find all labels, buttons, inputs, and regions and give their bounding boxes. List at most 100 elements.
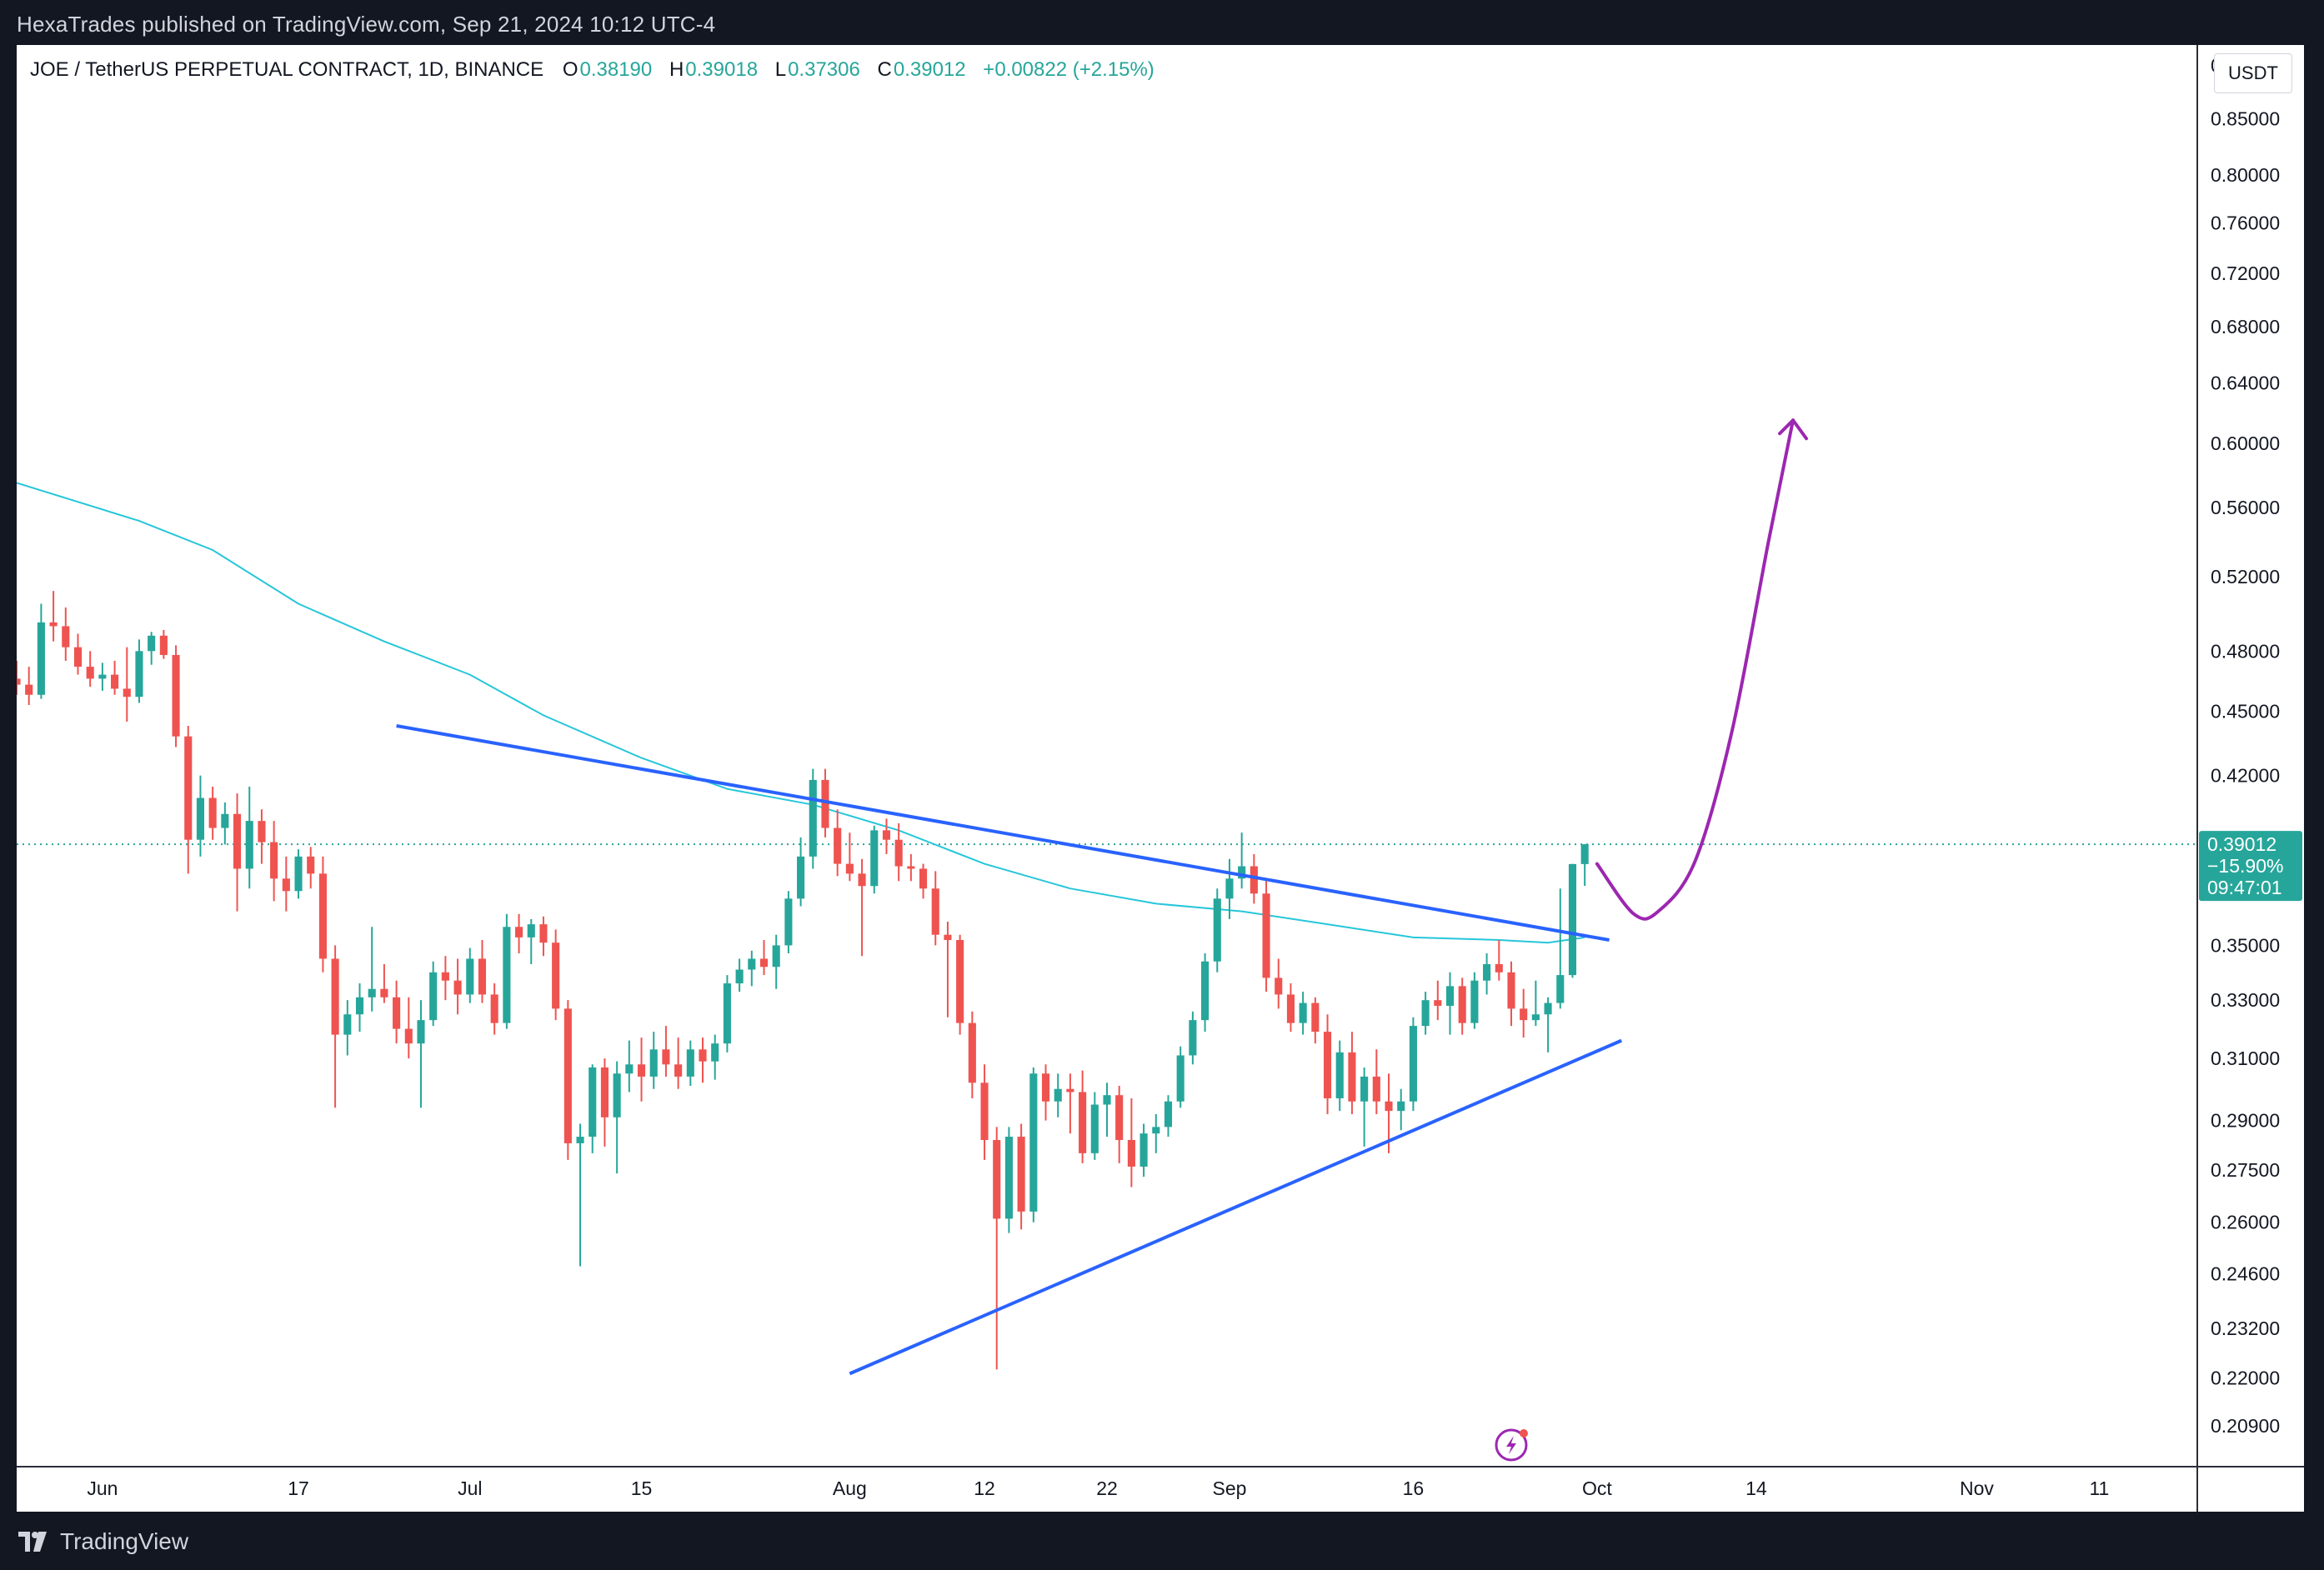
ohlc-legend: JOE / TetherUS PERPETUAL CONTRACT, 1D, B… — [30, 58, 1156, 82]
candle-up — [1483, 963, 1491, 981]
support-trendline — [849, 1038, 1623, 1376]
candle-down — [208, 798, 217, 828]
candle-up — [1409, 1026, 1417, 1102]
candle-up — [1029, 1073, 1038, 1212]
candle-down — [1385, 1101, 1393, 1112]
candle-down — [1495, 963, 1503, 972]
candle-down — [404, 1028, 413, 1044]
candle-up — [613, 1073, 621, 1118]
candle-down — [956, 940, 964, 1023]
candle-down — [258, 821, 266, 842]
price-tick-label: 0.31000 — [2211, 1048, 2280, 1069]
candle-down — [1520, 1008, 1528, 1021]
candle-down — [919, 868, 928, 889]
candle-up — [748, 958, 756, 970]
candle-up — [1421, 1000, 1430, 1027]
candle-up — [686, 1049, 694, 1077]
candle-down — [86, 667, 94, 679]
time-tick-label: 14 — [1746, 1478, 1767, 1499]
candle-down — [25, 684, 33, 695]
candle-down — [441, 972, 449, 981]
candle-up — [466, 958, 474, 995]
price-tick-label: 0.60000 — [2211, 432, 2280, 454]
tradingview-brand[interactable]: TradingView — [17, 1528, 188, 1555]
candle-up — [1225, 878, 1234, 899]
price-tick-label: 0.27500 — [2211, 1159, 2280, 1181]
price-tag-countdown: 09:47:01 — [2207, 877, 2282, 898]
projection-arrowhead — [1778, 418, 1809, 441]
candle-up — [649, 1049, 658, 1077]
candle-down — [552, 942, 560, 1009]
change-value: +0.00822 (+2.15%) — [983, 58, 1154, 81]
candle-down — [184, 736, 193, 840]
candle-down — [307, 856, 315, 874]
attribution-bar: HexaTrades published on TradingView.com,… — [0, 0, 2324, 45]
candle-down — [270, 842, 278, 879]
price-tick-label: 0.56000 — [2211, 497, 2280, 518]
candle-up — [1201, 961, 1210, 1021]
candle-up — [772, 945, 780, 968]
candle-down — [380, 988, 388, 998]
price-chart[interactable]: 0.900000.850000.800000.760000.720000.680… — [17, 45, 2304, 1512]
time-tick-label: Oct — [1582, 1478, 1612, 1499]
candle-up — [98, 674, 107, 679]
candle-down — [1115, 1095, 1124, 1140]
price-tag-price: 0.39012 — [2207, 833, 2276, 855]
open-label: O — [562, 58, 578, 81]
candle-down — [318, 873, 327, 959]
candle-down — [62, 626, 70, 648]
price-tick-label: 0.23200 — [2211, 1318, 2280, 1339]
candle-down — [907, 866, 915, 869]
price-tag-change: −15.90% — [2207, 855, 2283, 877]
candle-down — [393, 997, 401, 1029]
candle-up — [503, 927, 511, 1023]
candle-up — [196, 798, 205, 840]
currency-button[interactable]: USDT — [2214, 53, 2292, 93]
price-axis-background — [2197, 45, 2304, 1512]
candle-down — [49, 622, 58, 627]
candle-down — [1507, 972, 1515, 1009]
price-tag — [2199, 831, 2302, 902]
candle-up — [1580, 844, 1589, 864]
price-tick-label: 0.42000 — [2211, 765, 2280, 787]
price-tick-label: 0.24600 — [2211, 1263, 2280, 1285]
candle-down — [539, 924, 548, 943]
candle-up — [135, 651, 143, 698]
candle-up — [245, 821, 253, 869]
candle-down — [17, 678, 21, 685]
chart-area[interactable]: 0.900000.850000.800000.760000.720000.680… — [17, 45, 2304, 1512]
candle-up — [1445, 986, 1455, 1006]
time-tick-label: Aug — [833, 1478, 867, 1499]
candle-up — [1360, 1076, 1369, 1102]
candle-up — [1335, 1052, 1344, 1098]
candle-up — [723, 983, 731, 1044]
candle-down — [1372, 1076, 1380, 1102]
candle-down — [282, 878, 290, 892]
candle-up — [148, 635, 156, 652]
candle-up — [1299, 1002, 1307, 1023]
candle-up — [1103, 1095, 1111, 1105]
candle-down — [600, 1067, 609, 1118]
price-tick-label: 0.80000 — [2211, 164, 2280, 186]
notification-dot — [1519, 1429, 1528, 1438]
price-tick-label: 0.35000 — [2211, 934, 2280, 956]
candle-down — [331, 958, 339, 1035]
candle-up — [576, 1137, 584, 1143]
time-tick-label: Nov — [1960, 1478, 1994, 1499]
candle-down — [233, 813, 242, 869]
price-tick-label: 0.85000 — [2211, 108, 2280, 129]
candle-down — [968, 1022, 976, 1083]
candle-up — [711, 1043, 719, 1062]
candle-up — [368, 988, 376, 998]
candle-down — [1311, 1002, 1320, 1032]
price-tick-label: 0.68000 — [2211, 316, 2280, 338]
candle-down — [73, 647, 83, 668]
candle-down — [123, 688, 131, 698]
candle-up — [625, 1064, 634, 1074]
candle-up — [1556, 975, 1565, 1003]
candle-up — [417, 1020, 425, 1044]
candle-down — [931, 888, 939, 935]
candle-down — [159, 635, 168, 655]
price-tick-label: 0.22000 — [2211, 1367, 2280, 1388]
candle-down — [894, 839, 903, 867]
